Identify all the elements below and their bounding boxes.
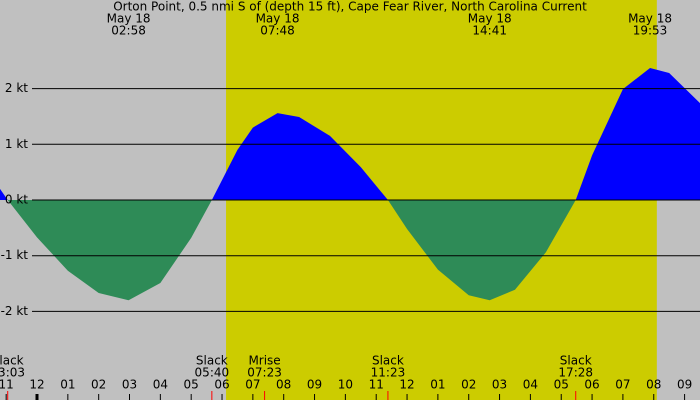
x-tick-label: 01 bbox=[60, 378, 75, 392]
event-label: Slack bbox=[0, 354, 24, 368]
x-tick-label: 07 bbox=[615, 378, 630, 392]
x-tick-label: 11 bbox=[369, 378, 384, 392]
x-tick-label: 06 bbox=[584, 378, 599, 392]
current-area bbox=[0, 67, 700, 301]
x-tick-label: 12 bbox=[399, 378, 414, 392]
x-tick-label: 08 bbox=[646, 378, 661, 392]
x-tick-label: 05 bbox=[184, 378, 199, 392]
x-tick-label: 02 bbox=[461, 378, 476, 392]
event-label: Slack bbox=[560, 354, 592, 368]
x-tick-label: 09 bbox=[677, 378, 692, 392]
y-tick-label: -1 kt bbox=[1, 248, 29, 262]
y-tick-label: -2 kt bbox=[1, 304, 29, 318]
event-time: 07:23 bbox=[247, 366, 282, 380]
x-tick-label: 01 bbox=[430, 378, 445, 392]
event-time: 23:03 bbox=[0, 366, 25, 380]
event-time: 05:40 bbox=[195, 366, 230, 380]
event-time: 14:41 bbox=[472, 24, 507, 38]
event-date: May 18 bbox=[256, 12, 300, 26]
x-tick-label: 09 bbox=[307, 378, 322, 392]
event-time: 02:58 bbox=[111, 24, 146, 38]
x-tick-label: 12 bbox=[29, 378, 44, 392]
x-tick-label: 07 bbox=[245, 378, 260, 392]
y-tick-label: 1 kt bbox=[5, 137, 28, 151]
x-tick-label: 03 bbox=[492, 378, 507, 392]
chart-title: Orton Point, 0.5 nmi S of (depth 15 ft),… bbox=[113, 0, 587, 14]
event-date: May 18 bbox=[107, 12, 151, 26]
event-time: 11:23 bbox=[371, 366, 406, 380]
x-tick-label: 10 bbox=[338, 378, 353, 392]
x-tick-label: 08 bbox=[276, 378, 291, 392]
x-tick-label: 04 bbox=[153, 378, 168, 392]
x-tick-label: 05 bbox=[554, 378, 569, 392]
event-time: 19:53 bbox=[633, 24, 668, 38]
y-tick-label: 0 kt bbox=[5, 193, 28, 207]
x-tick-label: 03 bbox=[122, 378, 137, 392]
event-date: May 18 bbox=[628, 12, 672, 26]
x-tick-label: 11 bbox=[0, 378, 14, 392]
x-tick-label: 04 bbox=[523, 378, 538, 392]
event-label: Slack bbox=[196, 354, 228, 368]
event-time: 07:48 bbox=[260, 24, 295, 38]
event-date: May 18 bbox=[468, 12, 512, 26]
event-label: Mrise bbox=[248, 354, 280, 368]
y-tick-label: 2 kt bbox=[5, 81, 28, 95]
x-tick-label: 06 bbox=[214, 378, 229, 392]
x-tick-label: 02 bbox=[91, 378, 106, 392]
event-time: 17:28 bbox=[558, 366, 593, 380]
event-label: Slack bbox=[372, 354, 404, 368]
